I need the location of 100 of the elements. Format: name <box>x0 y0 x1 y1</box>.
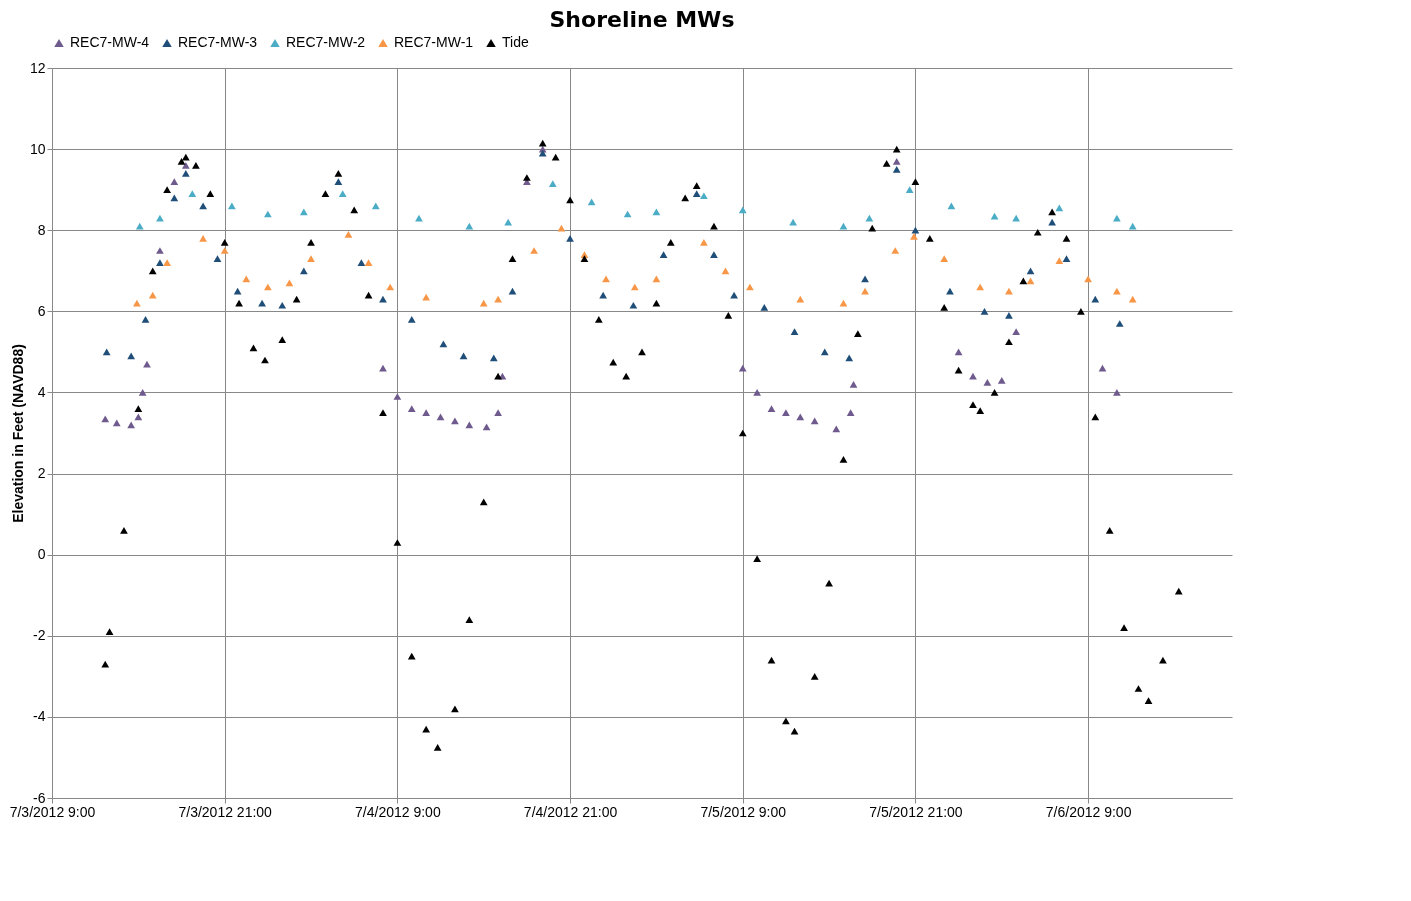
y-tick-label: 10 <box>29 140 46 157</box>
point <box>1062 255 1071 262</box>
legend-label: Tide <box>502 34 529 50</box>
point <box>422 409 431 417</box>
point <box>782 409 790 417</box>
point <box>1026 267 1035 275</box>
point <box>990 212 999 220</box>
point <box>861 275 869 283</box>
point <box>170 194 179 202</box>
x-tick-label: 7/5/2012 9:00 <box>700 803 787 820</box>
point <box>338 190 347 198</box>
point <box>344 230 353 238</box>
point <box>451 417 459 425</box>
point <box>832 425 841 433</box>
point <box>1128 222 1137 230</box>
point <box>538 149 547 157</box>
y-tick-label: -4 <box>33 708 46 725</box>
y-tick-label: 2 <box>37 465 46 482</box>
point <box>760 303 769 311</box>
point <box>170 178 179 185</box>
point <box>307 255 315 262</box>
point <box>839 222 848 230</box>
legend-label: REC7-MW-1 <box>394 34 474 50</box>
point <box>940 255 949 262</box>
point <box>220 247 229 254</box>
x-tick-label: 7/4/2012 9:00 <box>355 803 441 820</box>
point <box>892 157 901 165</box>
point <box>1005 312 1013 319</box>
point <box>379 295 387 303</box>
point <box>364 259 373 267</box>
point <box>494 295 502 303</box>
point <box>407 405 416 413</box>
point <box>820 348 829 356</box>
point <box>258 299 266 307</box>
point <box>983 378 992 386</box>
point <box>721 267 730 275</box>
point <box>494 409 502 417</box>
point <box>1026 277 1035 285</box>
point <box>1084 275 1092 283</box>
point <box>156 247 164 254</box>
point <box>181 170 190 177</box>
legend-label: REC7-MW-3 <box>178 34 258 50</box>
y-tick-label: 12 <box>29 59 46 76</box>
point <box>767 405 776 413</box>
point <box>199 234 207 242</box>
point <box>459 352 468 360</box>
point <box>285 279 294 287</box>
point <box>796 413 805 421</box>
point <box>849 380 858 388</box>
point <box>753 389 761 396</box>
point <box>181 161 190 169</box>
point <box>102 348 111 356</box>
point <box>954 348 963 356</box>
point <box>407 316 416 323</box>
point <box>997 376 1006 384</box>
point <box>969 372 977 380</box>
point <box>482 423 491 431</box>
point <box>700 192 708 200</box>
point <box>530 247 538 254</box>
point <box>228 202 236 210</box>
point <box>1113 389 1121 396</box>
point <box>566 234 574 242</box>
y-tick-label: -2 <box>33 627 46 644</box>
point <box>1128 295 1137 303</box>
point <box>587 198 596 206</box>
y-tick-label: 4 <box>37 383 46 400</box>
point <box>790 328 799 335</box>
point <box>846 409 855 417</box>
point <box>905 186 914 194</box>
x-tick-label: 7/3/2012 9:00 <box>9 803 96 820</box>
x-tick-label: 7/6/2012 9:00 <box>1045 803 1132 820</box>
point <box>371 202 380 210</box>
point <box>357 259 366 267</box>
point <box>891 247 900 254</box>
point <box>188 190 197 198</box>
point <box>659 251 668 258</box>
point <box>439 340 448 348</box>
point <box>1115 320 1124 327</box>
point <box>127 421 136 429</box>
point <box>692 190 701 198</box>
point <box>112 419 121 427</box>
point <box>163 259 171 267</box>
y-tick-label: 6 <box>37 302 46 319</box>
x-tick-label: 7/3/2012 21:00 <box>178 803 273 820</box>
point <box>980 307 989 315</box>
point <box>138 389 147 396</box>
point <box>199 202 207 210</box>
point <box>557 224 566 232</box>
point <box>839 299 848 307</box>
point <box>299 267 308 275</box>
point <box>213 255 222 262</box>
point <box>133 299 141 307</box>
point <box>242 275 251 283</box>
point <box>134 413 143 421</box>
point <box>796 295 805 303</box>
point <box>1012 328 1021 335</box>
point <box>810 417 819 425</box>
point <box>548 180 557 187</box>
point <box>602 275 610 283</box>
x-tick-label: 7/4/2012 21:00 <box>523 803 618 820</box>
